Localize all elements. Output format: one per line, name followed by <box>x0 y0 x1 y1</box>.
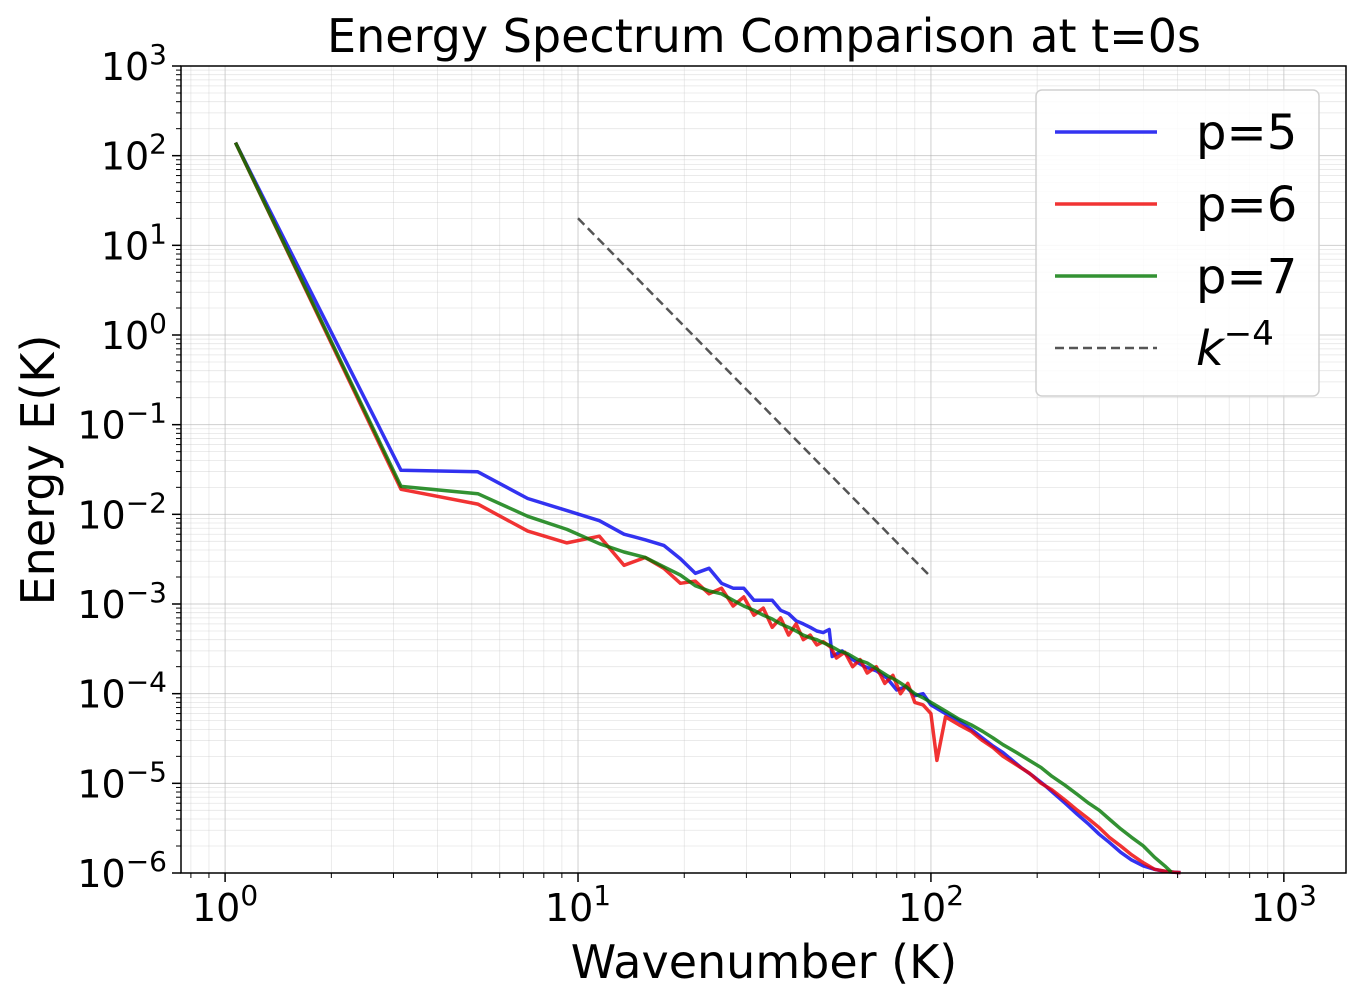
x-tick-label: 100 <box>192 879 258 930</box>
y-tick-label: 10−2 <box>77 486 167 537</box>
y-tick-label: 10−3 <box>77 576 167 627</box>
x-tick-label: 103 <box>1251 879 1317 930</box>
series-layer <box>233 141 1181 875</box>
y-axis-label: Energy E(K) <box>11 335 65 606</box>
legend-box <box>1035 89 1320 397</box>
legend: p=5 p=6 p=7 k−4 <box>1035 89 1320 397</box>
y-tick-label: 100 <box>101 307 167 358</box>
x-tick-label: 101 <box>545 879 611 930</box>
x-tick-label: 102 <box>898 879 964 930</box>
y-tick-label: 10−4 <box>77 666 167 717</box>
series-line-2 <box>233 141 1181 875</box>
axis-ticks: 100 101 102 103 10−6 10−5 10−4 10−3 10−2 10−1 100 1… <box>77 38 1317 930</box>
grid-lines <box>181 65 1346 874</box>
plot-frame <box>180 65 1347 874</box>
y-tick-label: 102 <box>101 128 167 179</box>
legend-label-3: p=7 <box>1196 249 1297 305</box>
x-axis-label: Wavenumber (K) <box>571 935 957 989</box>
y-tick-label: 103 <box>101 38 167 89</box>
chart-title: Energy Spectrum Comparison at t=0s <box>327 9 1201 63</box>
series-line-3 <box>233 141 1173 874</box>
y-tick-label: 10−5 <box>77 755 167 806</box>
y-tick-label: 101 <box>101 217 167 268</box>
legend-label-4: k−4 <box>1196 314 1274 377</box>
legend-label-1: p=5 <box>1196 105 1297 161</box>
legend-label-2: p=6 <box>1196 177 1297 233</box>
y-tick-label: 10−6 <box>77 845 167 896</box>
y-tick-label: 10−1 <box>77 397 167 448</box>
